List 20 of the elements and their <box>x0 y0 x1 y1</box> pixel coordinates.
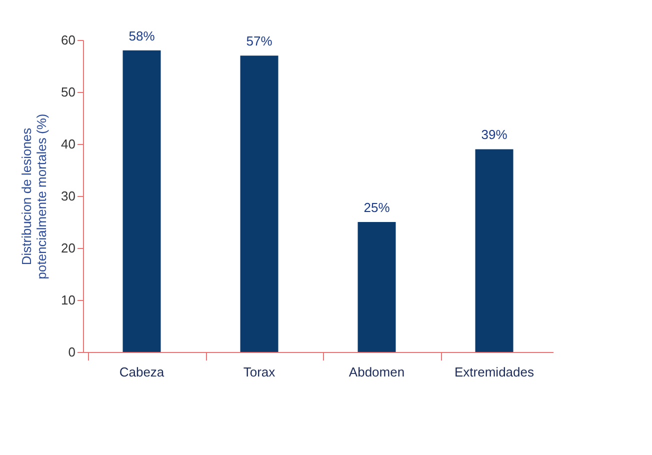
data-label: 39% <box>481 127 508 142</box>
y-tick-label: 10 <box>61 292 76 308</box>
y-tick-label: 40 <box>61 136 76 152</box>
data-label: 57% <box>246 34 273 49</box>
y-tick-label: 60 <box>61 32 76 48</box>
x-tick-label: Abdomen <box>348 364 405 380</box>
y-axis-title: Distribucion de lesiones potencialmente mortales (%) <box>19 114 50 280</box>
x-tick-label: Extremidades <box>454 364 534 380</box>
x-tick-label: Torax <box>243 364 276 380</box>
y-tick-label: 20 <box>61 240 76 256</box>
data-label: 58% <box>128 28 156 44</box>
y-tick-label: 0 <box>68 344 76 360</box>
x-tick-label: Cabeza <box>119 364 165 380</box>
bar <box>475 149 514 352</box>
y-tick-label: 50 <box>61 84 76 100</box>
bar <box>122 50 161 352</box>
bar <box>240 56 278 352</box>
data-label: 25% <box>364 200 390 215</box>
y-tick-label: 30 <box>61 188 76 204</box>
bar <box>358 222 396 352</box>
